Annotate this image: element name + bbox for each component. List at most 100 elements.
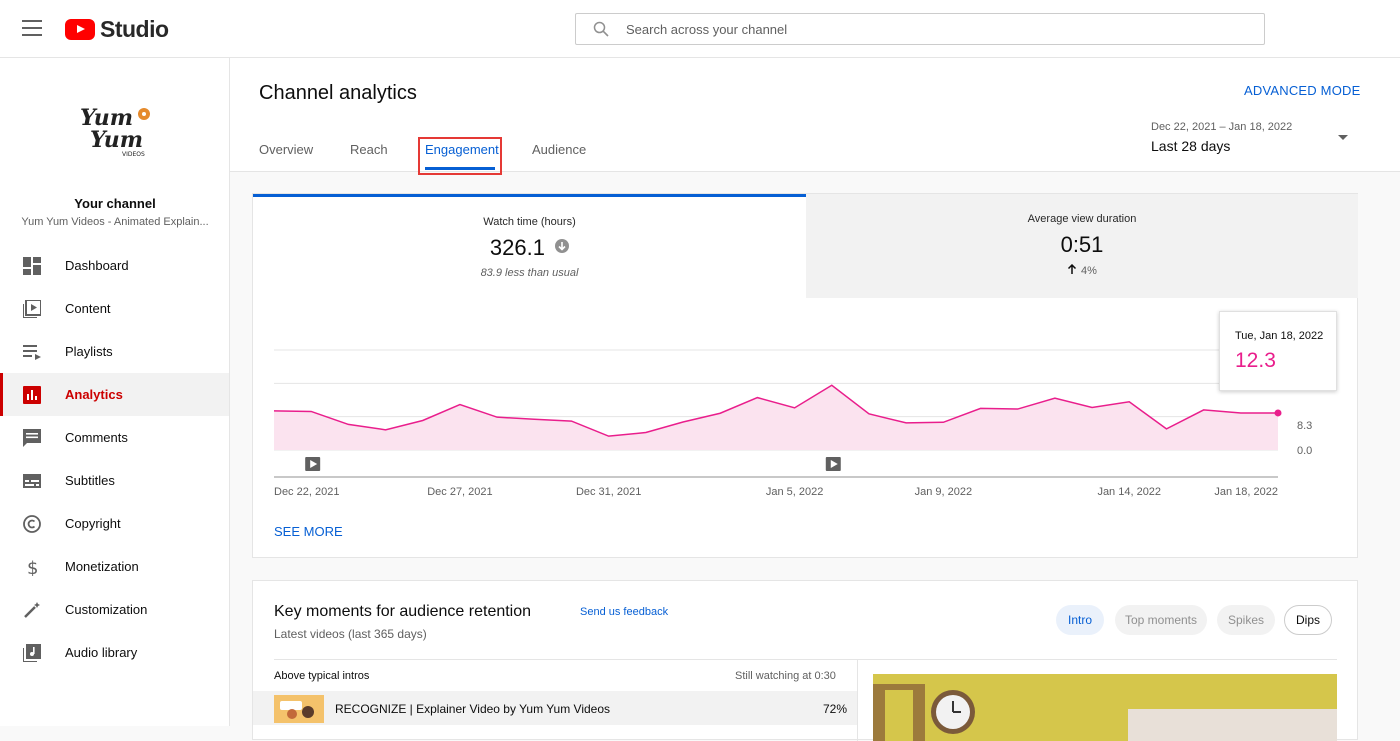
svg-text:Yum: Yum xyxy=(80,105,133,131)
dashboard-icon xyxy=(22,256,42,276)
divider xyxy=(857,660,858,741)
sidebar-item-analytics[interactable]: Analytics xyxy=(0,373,229,416)
metric-note: 4% xyxy=(1081,265,1097,277)
metric-value: 326.1 xyxy=(489,235,545,260)
sidebar-item-label: Monetization xyxy=(65,559,139,574)
x-tick-label: Dec 31, 2021 xyxy=(576,486,641,498)
key-moments-card: Key moments for audience retention Lates… xyxy=(252,580,1358,741)
chart-area xyxy=(274,385,1278,450)
sidebar-item-monetization[interactable]: $ Monetization xyxy=(0,545,229,588)
svg-text:$: $ xyxy=(27,558,38,576)
series-line xyxy=(273,384,1278,437)
x-tick-label: Jan 9, 2022 xyxy=(915,486,973,498)
chart-tooltip: Tue, Jan 18, 2022 12.3 xyxy=(1219,311,1337,391)
logo-text: Studio xyxy=(100,16,169,42)
sidebar-item-comments[interactable]: Comments xyxy=(0,416,229,459)
metric-watch-time[interactable]: Watch time (hours) 326.1 83.9 less than … xyxy=(253,194,806,298)
sidebar-item-dashboard[interactable]: Dashboard xyxy=(0,244,229,287)
svg-text:VIDEOS: VIDEOS xyxy=(122,151,145,158)
table-header-right: Still watching at 0:30 xyxy=(735,670,836,682)
studio-logo[interactable]: Studio xyxy=(65,16,169,43)
sidebar-item-label: Customization xyxy=(65,602,148,617)
tab-reach[interactable]: Reach xyxy=(350,142,388,157)
send-feedback-link[interactable]: Send us feedback xyxy=(580,606,669,618)
advanced-mode-button[interactable]: ADVANCED MODE xyxy=(1244,83,1361,98)
tab-engagement[interactable]: Engagement xyxy=(425,142,499,157)
svg-text:Yum: Yum xyxy=(90,127,143,153)
metric-title: Average view duration xyxy=(1027,213,1137,225)
comments-icon xyxy=(22,428,42,448)
sidebar-item-customization[interactable]: Customization xyxy=(0,588,229,631)
tooltip-value: 12.3 xyxy=(1235,349,1276,372)
magic-wand-icon xyxy=(22,600,42,620)
watch-time-chart[interactable]: 0.0 8.3 Dec 22, 2021 Dec 27, 2021 Dec 31, 20… xyxy=(253,298,1359,518)
see-more-link[interactable]: SEE MORE xyxy=(274,524,343,539)
chip-dips[interactable]: Dips xyxy=(1284,605,1332,635)
sidebar: Yum Yum VIDEOS Your channel Yum Yum Vide… xyxy=(0,58,230,726)
sidebar-item-label: Content xyxy=(65,301,111,316)
sidebar-item-label: Subtitles xyxy=(65,473,115,488)
date-range: Dec 22, 2021 – Jan 18, 2022 xyxy=(1151,121,1293,133)
x-tick-label: Jan 5, 2022 xyxy=(766,486,824,498)
x-tick-label: Dec 27, 2021 xyxy=(427,486,492,498)
sidebar-item-label: Copyright xyxy=(65,516,121,531)
copyright-icon xyxy=(22,514,42,534)
channel-avatar[interactable]: Yum Yum VIDEOS xyxy=(72,100,162,160)
sidebar-item-copyright[interactable]: Copyright xyxy=(0,502,229,545)
x-tick-label: Dec 22, 2021 xyxy=(274,486,339,498)
sidebar-item-content[interactable]: Content xyxy=(0,287,229,330)
dollar-icon: $ xyxy=(22,557,42,577)
search-input[interactable] xyxy=(626,14,1246,44)
chip-spikes[interactable]: Spikes xyxy=(1217,605,1275,635)
page-header: Channel analytics ADVANCED MODE Overview… xyxy=(230,58,1400,175)
x-tick-label: Jan 18, 2022 xyxy=(1214,486,1278,498)
youtube-logo-icon xyxy=(65,19,95,40)
content-icon xyxy=(22,299,42,319)
tab-audience[interactable]: Audience xyxy=(532,142,587,157)
table-row[interactable]: RECOGNIZE | Explainer Video by Yum Yum V… xyxy=(253,691,857,725)
channel-title: Your channel xyxy=(74,196,156,211)
sidebar-item-audio-library[interactable]: Audio library xyxy=(0,631,229,674)
sidebar-nav: Dashboard Content Playlists Analytics Co… xyxy=(0,244,229,674)
analytics-icon xyxy=(22,385,42,405)
tab-overview[interactable]: Overview xyxy=(259,142,314,157)
arrow-up-icon xyxy=(1068,263,1077,274)
sidebar-item-label: Dashboard xyxy=(65,258,129,273)
subtitles-icon xyxy=(22,471,42,491)
video-preview[interactable] xyxy=(873,674,1337,741)
chip-intro[interactable]: Intro xyxy=(1056,605,1104,635)
y-tick-label: 0.0 xyxy=(1297,445,1312,457)
tab-highlight-box xyxy=(418,137,502,175)
metric-value-wrap: 326.1 xyxy=(253,235,806,261)
sidebar-item-label: Analytics xyxy=(65,387,123,402)
sidebar-item-playlists[interactable]: Playlists xyxy=(0,330,229,373)
search-box[interactable] xyxy=(575,13,1265,45)
page-title: Channel analytics xyxy=(259,82,417,104)
active-tab-indicator xyxy=(425,167,495,170)
x-tick-label: Jan 14, 2022 xyxy=(1097,486,1161,498)
y-tick-label: 8.3 xyxy=(1297,420,1312,432)
metric-value: 0:51 xyxy=(1060,232,1104,257)
table-header: Above typical intros xyxy=(274,670,370,682)
sidebar-item-subtitles[interactable]: Subtitles xyxy=(0,459,229,502)
chip-top-moments[interactable]: Top moments xyxy=(1115,605,1207,635)
key-moments-subtitle: Latest videos (last 365 days) xyxy=(274,627,427,641)
video-thumbnail xyxy=(274,695,324,723)
chevron-down-icon[interactable] xyxy=(1338,135,1348,140)
metric-note-wrap: 4% xyxy=(806,263,1358,277)
play-icon xyxy=(310,460,318,468)
tooltip-date: Tue, Jan 18, 2022 xyxy=(1235,330,1324,342)
search-icon[interactable] xyxy=(593,21,609,37)
key-moments-title: Key moments for audience retention xyxy=(274,603,532,620)
metric-avg-view-duration[interactable]: Average view duration 0:51 4% xyxy=(806,194,1358,298)
video-title: RECOGNIZE | Explainer Video by Yum Yum V… xyxy=(335,702,611,716)
date-range-picker[interactable]: Dec 22, 2021 – Jan 18, 2022 Last 28 days xyxy=(1151,121,1292,154)
channel-name: Yum Yum Videos - Animated Explain... xyxy=(21,216,209,228)
metric-note: 83.9 less than usual xyxy=(480,267,579,279)
data-point xyxy=(1274,409,1282,417)
metrics-card: Watch time (hours) 326.1 83.9 less than … xyxy=(252,193,1358,558)
top-bar: Studio xyxy=(0,0,1400,58)
sidebar-item-label: Playlists xyxy=(65,344,113,359)
play-icon xyxy=(830,460,838,468)
menu-icon[interactable] xyxy=(22,20,42,36)
